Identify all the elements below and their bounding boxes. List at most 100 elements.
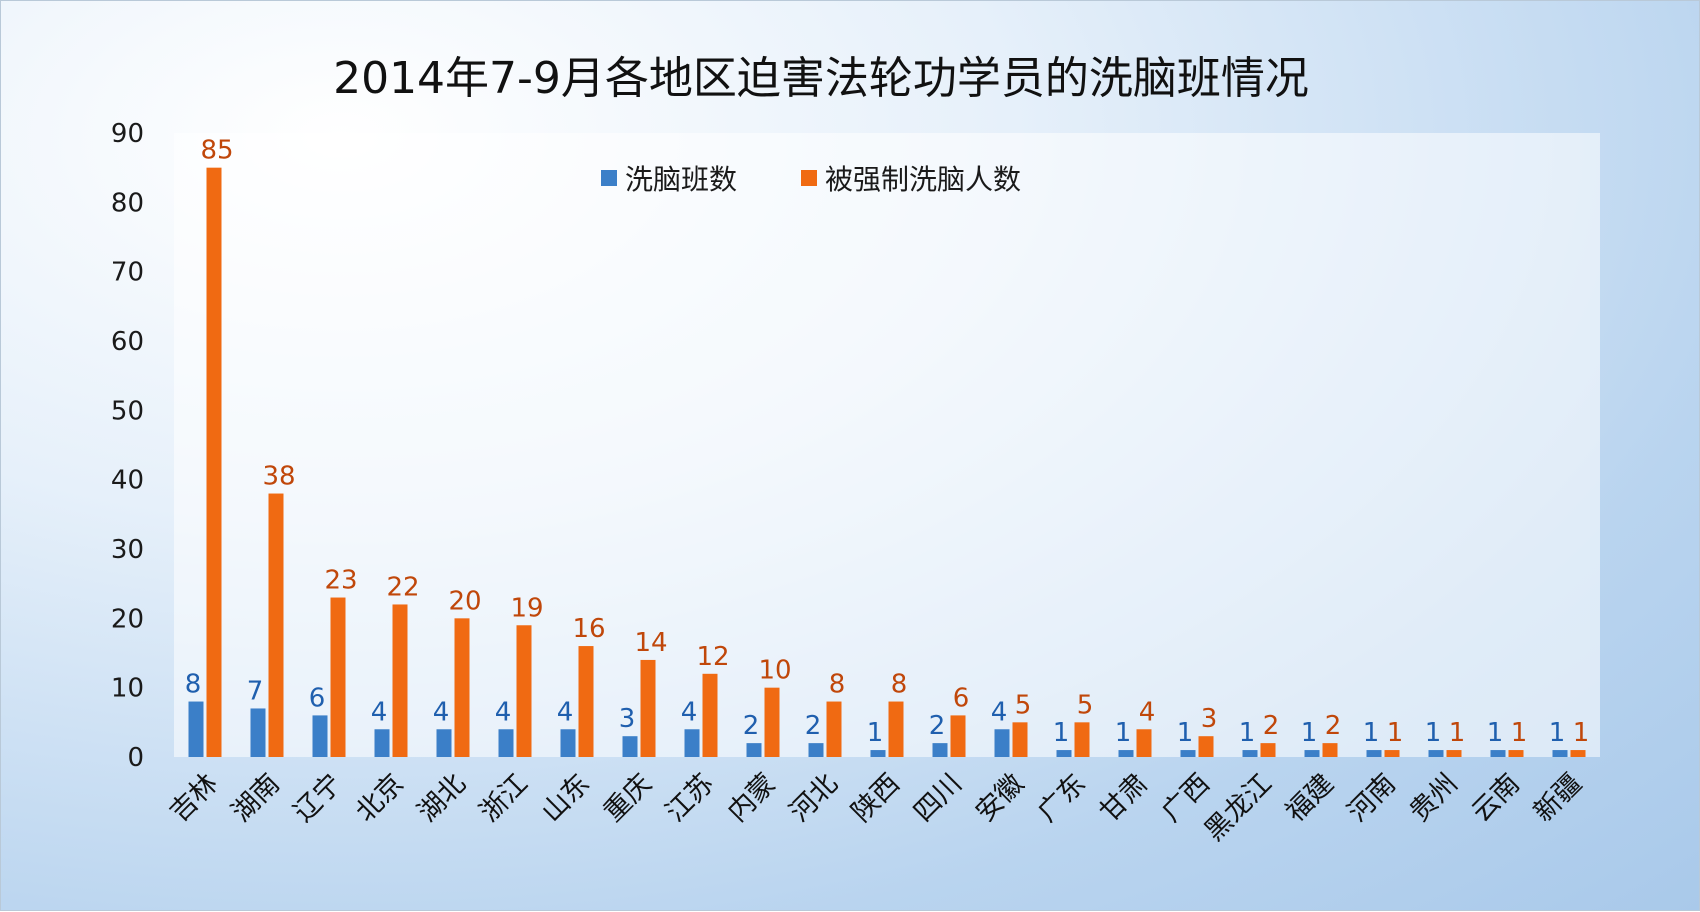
bar-people — [888, 701, 904, 757]
data-label: 14 — [634, 628, 667, 658]
data-label: 1 — [1549, 718, 1566, 748]
bar-people — [516, 625, 532, 757]
bar-classes — [250, 708, 266, 757]
bar-classes — [1490, 750, 1506, 757]
data-label: 2 — [805, 711, 822, 741]
bar-people — [454, 618, 470, 757]
x-tick-label: 辽宁 — [288, 768, 348, 828]
y-tick-label: 40 — [111, 466, 144, 496]
x-tick-label: 四川 — [908, 768, 968, 828]
data-label: 6 — [953, 683, 970, 713]
chart-title: 2014年7-9月各地区迫害法轮功学员的洗脑班情况 — [333, 53, 1309, 104]
data-label: 23 — [324, 566, 357, 596]
data-label: 2 — [929, 711, 946, 741]
legend-swatch — [801, 170, 817, 186]
bar-people — [1198, 736, 1214, 757]
bar-people — [826, 701, 842, 757]
bar-people — [950, 715, 966, 757]
data-label: 1 — [1573, 718, 1590, 748]
bar-people — [1508, 750, 1524, 757]
data-label: 1 — [1053, 718, 1070, 748]
x-tick-label: 吉林 — [164, 768, 224, 828]
bar-classes — [1242, 750, 1258, 757]
data-label: 22 — [386, 572, 419, 602]
data-label: 1 — [1301, 718, 1318, 748]
x-tick-label: 内蒙 — [722, 768, 782, 828]
y-tick-label: 60 — [111, 327, 144, 357]
y-tick-label: 30 — [111, 535, 144, 565]
data-label: 1 — [1177, 718, 1194, 748]
y-tick-label: 50 — [111, 396, 144, 426]
bar-classes — [312, 715, 328, 757]
bar-classes — [994, 729, 1010, 757]
data-label: 1 — [1115, 718, 1132, 748]
bar-people — [1136, 729, 1152, 757]
data-label: 2 — [1325, 711, 1342, 741]
bar-people — [1322, 743, 1338, 757]
bar-classes — [684, 729, 700, 757]
bar-classes — [560, 729, 576, 757]
bar-classes — [622, 736, 638, 757]
bar-classes — [498, 729, 514, 757]
data-label: 5 — [1077, 690, 1094, 720]
bar-classes — [188, 701, 204, 757]
data-label: 3 — [1201, 704, 1218, 734]
data-label: 4 — [371, 697, 388, 727]
data-label: 20 — [448, 586, 481, 616]
x-tick-label: 云南 — [1466, 768, 1526, 828]
data-label: 1 — [1511, 718, 1528, 748]
data-label: 8 — [185, 670, 202, 700]
bar-classes — [1118, 750, 1134, 757]
x-tick-label: 黑龙江 — [1199, 768, 1278, 847]
x-tick-label: 河北 — [784, 768, 844, 828]
data-label: 19 — [510, 593, 543, 623]
y-axis: 0 10 20 30 40 50 60 70 80 90 — [111, 119, 144, 773]
data-label: 2 — [1263, 711, 1280, 741]
legend-label: 被强制洗脑人数 — [825, 163, 1021, 196]
data-label: 6 — [309, 683, 326, 713]
data-label: 1 — [1449, 718, 1466, 748]
data-label: 8 — [829, 670, 846, 700]
bar-classes — [374, 729, 390, 757]
x-tick-label: 陕西 — [846, 768, 906, 828]
bar-people — [1384, 750, 1400, 757]
x-tick-label: 甘肃 — [1094, 768, 1154, 828]
bar-people — [640, 659, 656, 757]
data-label: 4 — [1139, 697, 1156, 727]
data-label: 4 — [681, 697, 698, 727]
data-label: 16 — [572, 614, 605, 644]
x-tick-label: 广东 — [1032, 768, 1092, 828]
data-label: 4 — [557, 697, 574, 727]
data-label: 1 — [867, 718, 884, 748]
y-tick-label: 80 — [111, 188, 144, 218]
bar-people — [330, 597, 346, 757]
bar-people — [1570, 750, 1586, 757]
bar-series — [188, 167, 1586, 757]
x-tick-label: 贵州 — [1404, 768, 1464, 828]
bar-people — [268, 493, 284, 757]
bar-classes — [746, 743, 762, 757]
bar-people — [578, 646, 594, 757]
legend-label: 洗脑班数 — [625, 163, 737, 196]
data-label: 1 — [1239, 718, 1256, 748]
data-label: 1 — [1387, 718, 1404, 748]
bar-classes — [1180, 750, 1196, 757]
x-tick-label: 河南 — [1342, 768, 1402, 828]
x-tick-label: 江苏 — [660, 768, 720, 828]
bar-classes — [870, 750, 886, 757]
bar-people — [1260, 743, 1276, 757]
y-tick-label: 0 — [127, 743, 144, 773]
bar-classes — [1552, 750, 1568, 757]
data-label: 38 — [262, 462, 295, 492]
plot-area — [174, 133, 1600, 757]
data-label: 8 — [891, 670, 908, 700]
data-label: 1 — [1363, 718, 1380, 748]
data-label: 4 — [495, 697, 512, 727]
x-tick-label: 浙江 — [474, 768, 534, 828]
data-label: 3 — [619, 704, 636, 734]
bar-people — [392, 604, 408, 757]
bar-classes — [932, 743, 948, 757]
